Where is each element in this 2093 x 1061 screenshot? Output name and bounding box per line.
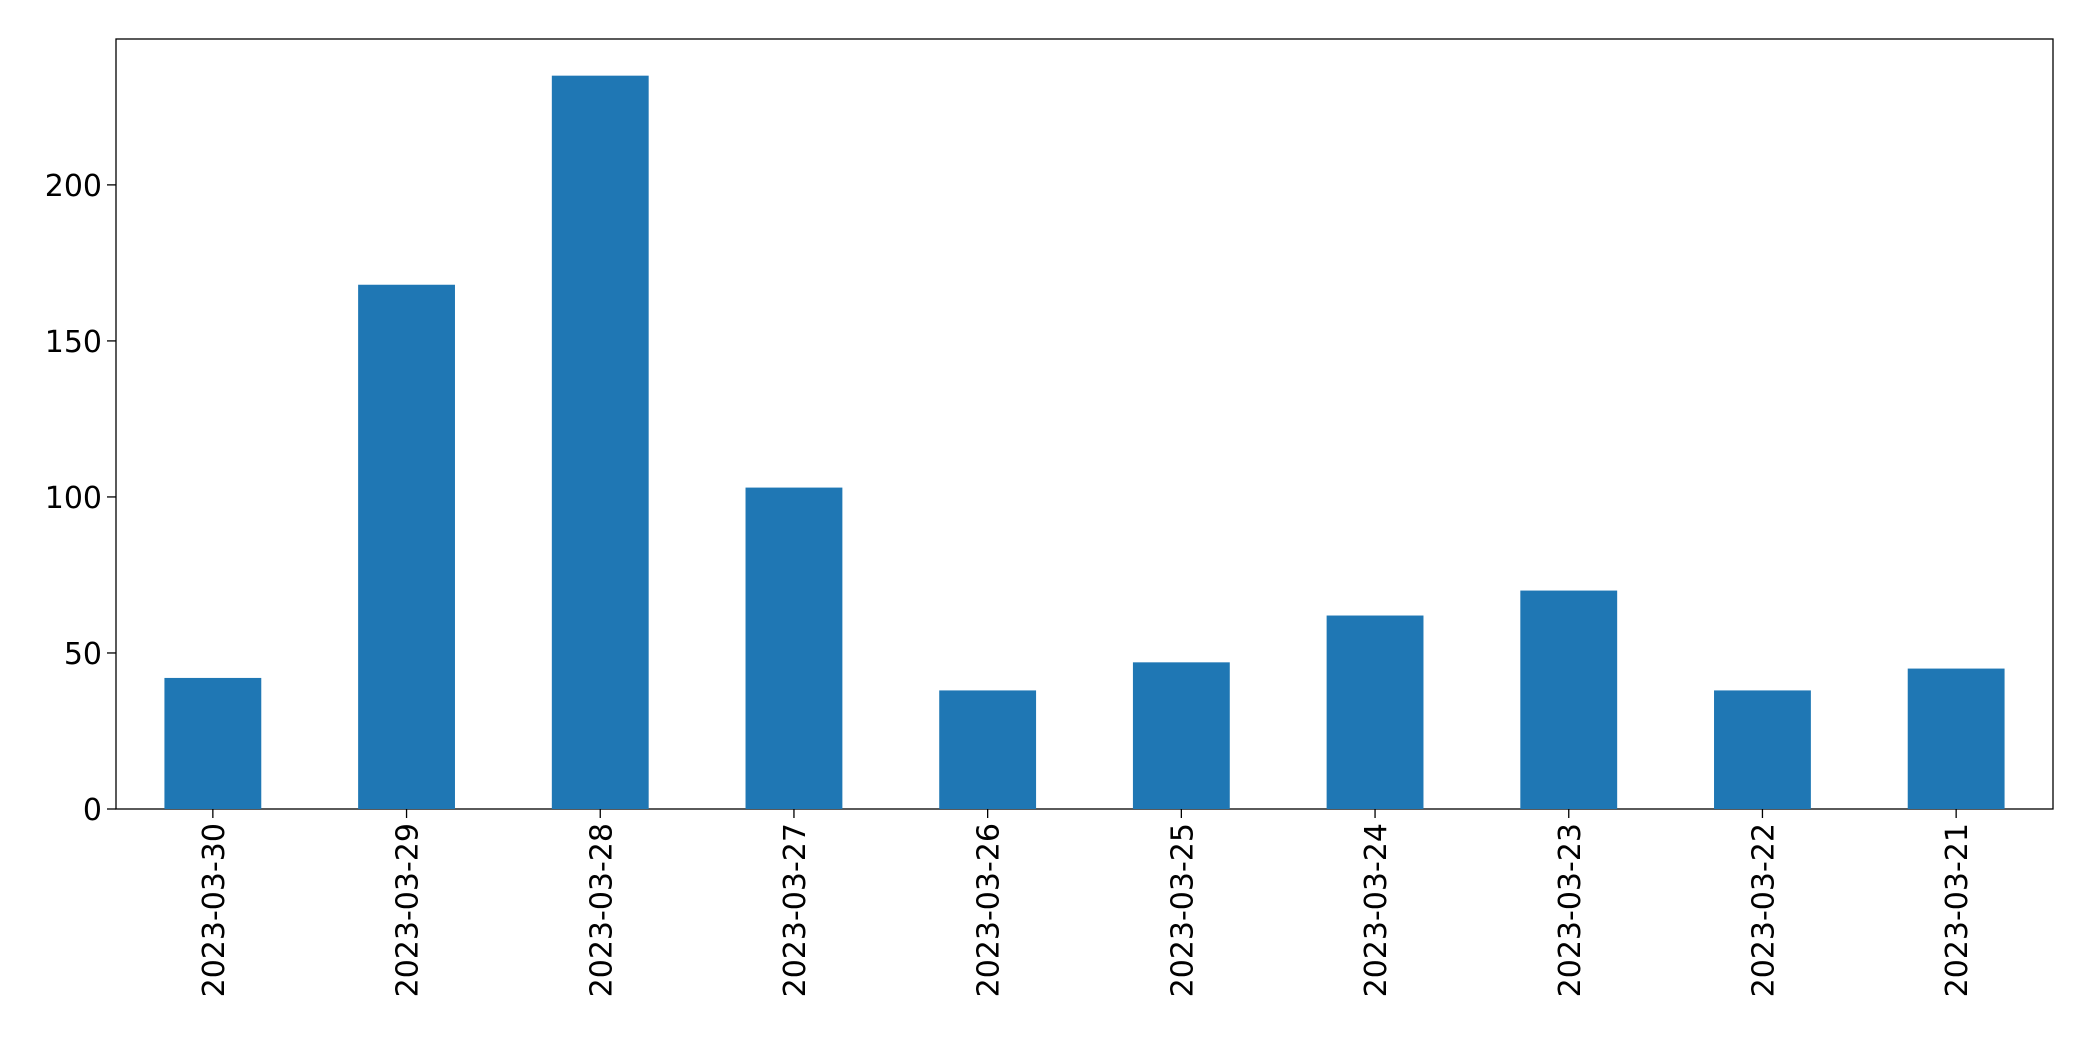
y-tick-label: 200 bbox=[45, 169, 102, 204]
x-tick-label: 2023-03-27 bbox=[778, 823, 813, 997]
bar bbox=[1326, 615, 1424, 809]
bar bbox=[1714, 690, 1811, 809]
plot-frame bbox=[115, 38, 2054, 810]
bar bbox=[358, 284, 455, 809]
x-tick-label: 2023-03-30 bbox=[197, 823, 232, 997]
y-tick-label: 50 bbox=[64, 637, 102, 672]
bar bbox=[1907, 668, 2005, 809]
y-tick-label: 0 bbox=[83, 793, 102, 828]
bar bbox=[551, 75, 649, 809]
x-tick-label: 2023-03-23 bbox=[1553, 823, 1588, 997]
x-tick-label: 2023-03-22 bbox=[1746, 823, 1781, 997]
y-tick-label: 150 bbox=[45, 325, 102, 360]
x-tick-label: 2023-03-21 bbox=[1940, 823, 1975, 997]
bar bbox=[1132, 662, 1230, 809]
bar bbox=[745, 487, 843, 809]
x-tick-label: 2023-03-24 bbox=[1359, 823, 1394, 997]
x-tick-label: 2023-03-28 bbox=[584, 823, 619, 997]
bar bbox=[164, 677, 262, 809]
bar bbox=[939, 690, 1037, 809]
x-tick-label: 2023-03-26 bbox=[972, 823, 1007, 997]
bar bbox=[1520, 590, 1618, 809]
x-tick-label: 2023-03-25 bbox=[1165, 823, 1200, 997]
x-tick-label: 2023-03-29 bbox=[391, 823, 426, 997]
y-tick-label: 100 bbox=[45, 481, 102, 516]
